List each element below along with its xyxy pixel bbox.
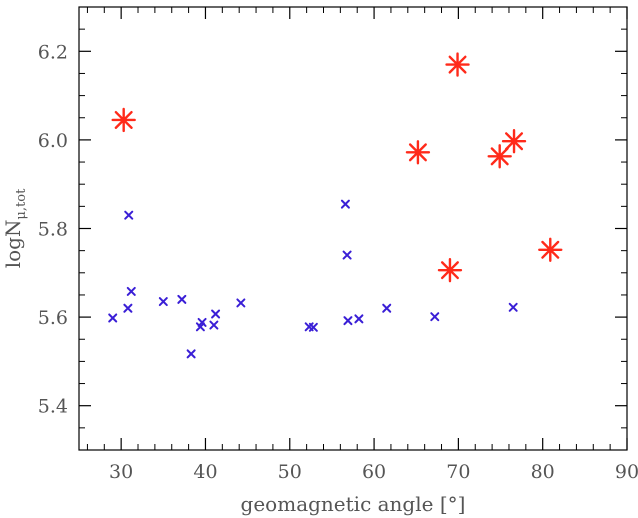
x-tick-label: 60 bbox=[362, 461, 386, 483]
data-point-x bbox=[211, 309, 221, 319]
data-point-asterisk bbox=[445, 52, 470, 77]
data-point-x bbox=[186, 349, 196, 359]
data-point-x bbox=[108, 313, 118, 323]
y-axis-label-subscript: μ,tot bbox=[14, 188, 29, 220]
minor-ticks bbox=[79, 7, 627, 450]
data-points bbox=[108, 52, 563, 359]
x-tick-label: 90 bbox=[615, 461, 638, 483]
data-point-x bbox=[308, 322, 318, 332]
data-point-x bbox=[124, 210, 134, 220]
data-point-x bbox=[342, 250, 352, 260]
data-point-x bbox=[197, 317, 207, 327]
data-point-asterisk bbox=[538, 237, 563, 262]
data-point-x bbox=[209, 320, 219, 330]
data-point-asterisk bbox=[501, 129, 527, 154]
x-tick-label: 70 bbox=[446, 461, 470, 483]
y-tick-label: 5.6 bbox=[38, 307, 68, 329]
y-tick-label: 6.0 bbox=[38, 130, 68, 152]
x-axis-label: geomagnetic angle [°] bbox=[241, 492, 466, 516]
data-point-asterisk bbox=[437, 257, 463, 283]
data-point-x bbox=[126, 286, 136, 296]
y-tick-label: 5.8 bbox=[38, 219, 68, 241]
data-point-x bbox=[430, 312, 440, 322]
y-axis-label: logNμ,tot bbox=[1, 188, 29, 268]
data-point-asterisk bbox=[405, 140, 431, 165]
data-point-asterisk bbox=[487, 144, 512, 169]
x-tick-label: 80 bbox=[531, 461, 555, 483]
data-point-x bbox=[195, 322, 205, 332]
series-asterisk-markers bbox=[111, 52, 563, 283]
x-tick-label: 50 bbox=[278, 461, 302, 483]
data-point-x bbox=[343, 316, 353, 326]
y-tick-label: 5.4 bbox=[38, 396, 68, 418]
data-point-x bbox=[158, 297, 168, 307]
x-tick-label: 40 bbox=[193, 461, 217, 483]
data-point-x bbox=[508, 302, 518, 312]
data-point-x bbox=[340, 199, 350, 209]
series-x-markers bbox=[108, 199, 518, 359]
data-point-asterisk bbox=[111, 107, 136, 133]
data-point-x bbox=[236, 298, 246, 308]
x-tick-labels: 30 40 50 60 70 80 90 bbox=[109, 461, 638, 483]
plot-frame bbox=[78, 6, 628, 451]
data-point-x bbox=[354, 314, 364, 324]
y-tick-label: 6.2 bbox=[38, 41, 68, 63]
data-point-x bbox=[123, 303, 133, 313]
major-ticks bbox=[79, 7, 628, 450]
y-tick-labels: 5.4 5.6 5.8 6.0 6.2 bbox=[38, 41, 68, 417]
y-axis-label-main: logN bbox=[1, 220, 25, 269]
x-tick-label: 30 bbox=[109, 461, 133, 483]
data-point-x bbox=[382, 303, 392, 313]
data-point-x bbox=[177, 294, 187, 304]
